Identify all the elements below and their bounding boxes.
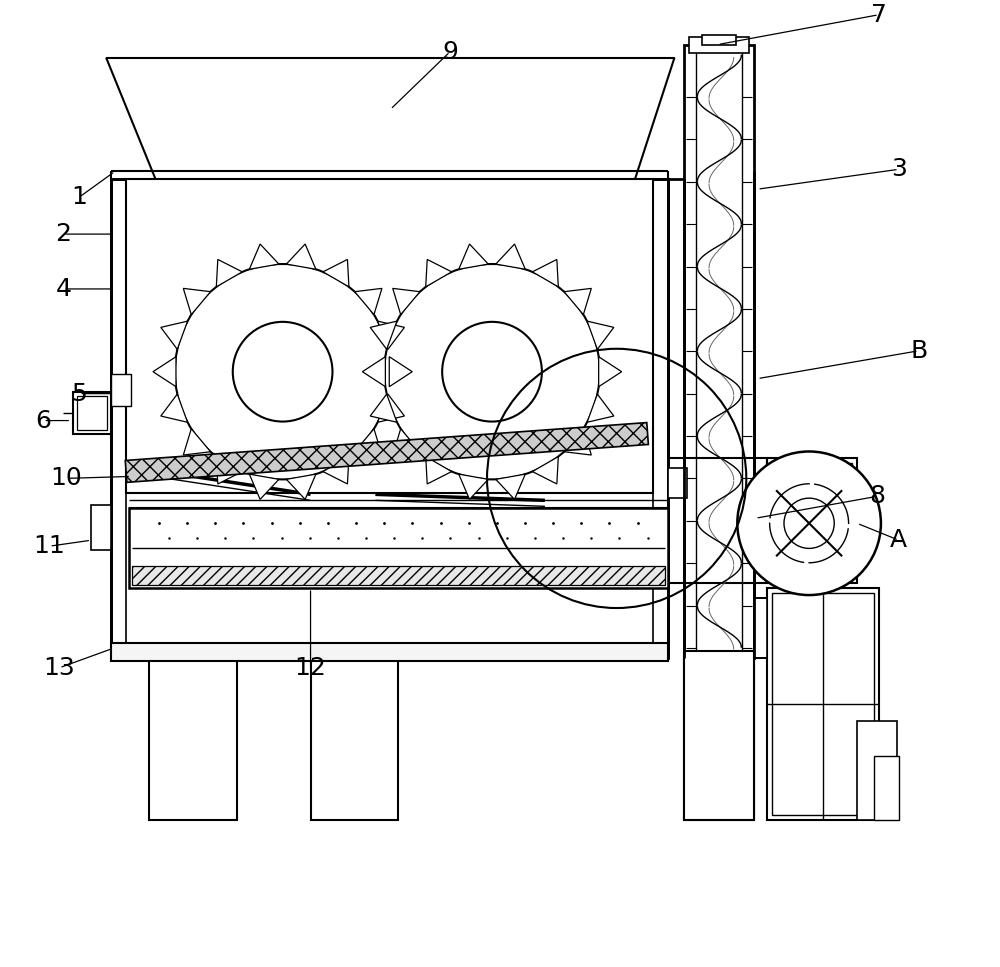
Bar: [311, 658, 398, 820]
Polygon shape: [587, 321, 614, 349]
Polygon shape: [393, 428, 420, 455]
Polygon shape: [389, 357, 412, 387]
Polygon shape: [183, 288, 211, 314]
Polygon shape: [459, 474, 488, 499]
Polygon shape: [161, 395, 188, 423]
Polygon shape: [599, 357, 622, 387]
Bar: [702, 35, 736, 44]
Bar: [689, 37, 749, 52]
Polygon shape: [286, 244, 316, 269]
Polygon shape: [426, 456, 452, 484]
Bar: [73, 392, 111, 433]
Bar: [692, 662, 746, 815]
Polygon shape: [132, 566, 665, 585]
Bar: [767, 458, 857, 583]
Bar: [684, 44, 754, 658]
Polygon shape: [564, 288, 591, 314]
Polygon shape: [362, 357, 385, 387]
Bar: [91, 506, 111, 550]
Text: 10: 10: [50, 466, 82, 490]
Polygon shape: [125, 423, 648, 483]
Text: 13: 13: [43, 656, 75, 680]
Text: 12: 12: [295, 656, 326, 680]
Circle shape: [175, 264, 390, 480]
Bar: [129, 509, 668, 588]
Text: 4: 4: [55, 277, 71, 301]
Polygon shape: [370, 395, 397, 423]
Polygon shape: [378, 395, 404, 423]
Polygon shape: [393, 288, 420, 314]
Circle shape: [233, 322, 332, 422]
Bar: [857, 720, 897, 820]
Polygon shape: [564, 428, 591, 455]
Text: 3: 3: [891, 158, 907, 181]
Text: 6: 6: [35, 409, 51, 432]
Bar: [767, 588, 879, 820]
Text: 9: 9: [442, 40, 458, 64]
Bar: [77, 396, 107, 429]
Polygon shape: [153, 357, 176, 387]
Bar: [772, 593, 874, 815]
Polygon shape: [323, 259, 349, 287]
Text: 7: 7: [871, 3, 887, 27]
Polygon shape: [249, 474, 279, 499]
Text: 8: 8: [869, 484, 885, 509]
Text: 11: 11: [33, 534, 65, 558]
Polygon shape: [355, 288, 382, 314]
Bar: [874, 755, 899, 820]
Polygon shape: [216, 259, 242, 287]
Text: 1: 1: [71, 186, 87, 209]
Circle shape: [384, 264, 600, 480]
Polygon shape: [532, 259, 558, 287]
Circle shape: [737, 452, 881, 595]
Text: A: A: [890, 528, 907, 552]
Bar: [111, 373, 131, 405]
Bar: [126, 179, 653, 493]
Polygon shape: [183, 428, 211, 455]
Polygon shape: [496, 244, 525, 269]
Bar: [111, 179, 668, 658]
Bar: [149, 658, 237, 820]
Polygon shape: [426, 259, 452, 287]
Polygon shape: [496, 474, 525, 499]
Polygon shape: [249, 244, 279, 269]
Text: 2: 2: [55, 222, 71, 246]
Polygon shape: [459, 244, 488, 269]
Polygon shape: [370, 321, 397, 349]
Bar: [684, 651, 754, 820]
Polygon shape: [378, 321, 404, 349]
Circle shape: [442, 322, 542, 422]
Text: B: B: [910, 338, 927, 363]
Bar: [772, 463, 852, 578]
Polygon shape: [161, 321, 188, 349]
Polygon shape: [323, 456, 349, 484]
Text: 5: 5: [71, 382, 87, 405]
Polygon shape: [532, 456, 558, 484]
Polygon shape: [286, 474, 316, 499]
Bar: [111, 643, 668, 660]
Bar: [668, 468, 687, 498]
Bar: [684, 658, 754, 820]
Polygon shape: [355, 428, 382, 455]
Polygon shape: [216, 456, 242, 484]
Polygon shape: [587, 395, 614, 423]
Bar: [754, 598, 767, 658]
